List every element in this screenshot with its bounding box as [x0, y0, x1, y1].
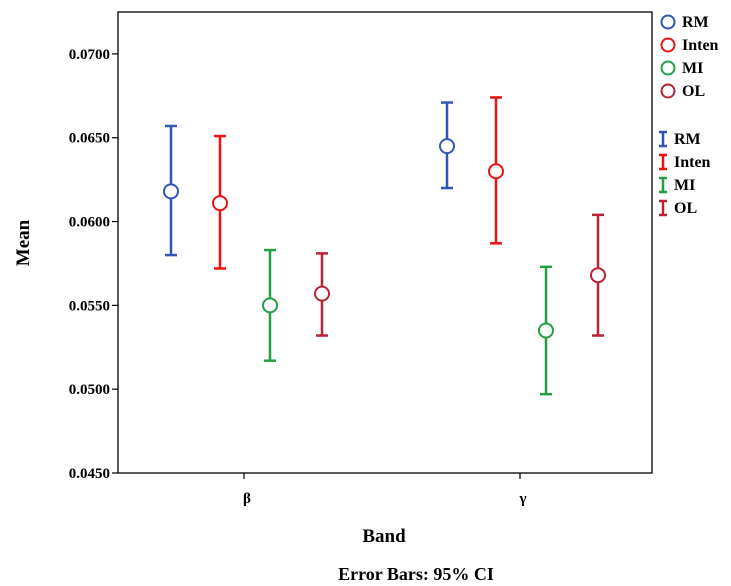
legend-marker-bar-mi — [659, 176, 667, 194]
legend-marker-bar-rm — [659, 130, 667, 148]
y-tick-label-5: 0.0700 — [69, 47, 110, 63]
mean-point-ol-0 — [314, 285, 330, 302]
y-tick-label-0: 0.0450 — [69, 466, 110, 482]
error-bar-rm-0 — [163, 124, 179, 257]
error-bar-inten-1 — [488, 96, 504, 245]
mean-point-rm-0 — [163, 183, 179, 200]
error-bar-mi-1 — [538, 265, 554, 396]
mean-point-mi-0 — [262, 297, 278, 314]
y-tick-label-2: 0.0550 — [69, 298, 110, 314]
legend-marker-bar-inten — [659, 153, 667, 171]
plot-frame — [117, 11, 653, 474]
legend-marker-circle-rm — [660, 14, 676, 30]
mean-point-mi-1 — [538, 322, 554, 339]
y-tick-label-3: 0.0600 — [69, 215, 110, 231]
plot-area — [163, 96, 606, 396]
legend-label-bar-ol: OL — [674, 200, 697, 217]
legend-label-bar-mi: MI — [674, 177, 695, 194]
y-axis-label: Mean — [13, 219, 34, 266]
error-bar-rm-1 — [439, 101, 455, 190]
legend-label-bar-rm: RM — [674, 131, 701, 148]
mean-point-inten-0 — [212, 195, 228, 212]
error-bar-ol-1 — [590, 213, 606, 337]
mean-point-ol-1 — [590, 267, 606, 284]
legend-label-circle-rm: RM — [682, 14, 709, 31]
legend-label-bar-inten: Inten — [674, 154, 711, 171]
legend-label-circle-ol: OL — [682, 83, 705, 100]
error-bar-ol-0 — [314, 252, 330, 337]
legend-marker-circle-mi — [660, 60, 676, 76]
axes: 0.0450 0.0500 0.0550 0.0600 0.0650 0.0700 β γ — [69, 11, 653, 507]
x-tick-label-1: γ — [518, 491, 526, 507]
footnote-error-bars: Error Bars: 95% CI — [338, 564, 494, 584]
legend-marker-circle-ol — [660, 83, 676, 99]
error-bar-inten-0 — [212, 134, 228, 270]
x-tick-label-0: β — [243, 491, 251, 507]
mean-point-inten-1 — [488, 163, 504, 180]
legend-marker-bar-ol — [659, 199, 667, 217]
y-tick-label-1: 0.0500 — [69, 382, 110, 398]
legend-label-circle-mi: MI — [682, 60, 703, 77]
legend-marker-circle-inten — [660, 37, 676, 53]
error-bar-mi-0 — [262, 248, 278, 362]
mean-point-rm-1 — [439, 138, 455, 155]
legend: RM Inten MI OL RM Inten MI OL — [659, 14, 719, 217]
legend-label-circle-inten: Inten — [682, 37, 719, 54]
x-axis-label: Band — [362, 526, 406, 547]
y-tick-label-4: 0.0650 — [69, 131, 110, 147]
